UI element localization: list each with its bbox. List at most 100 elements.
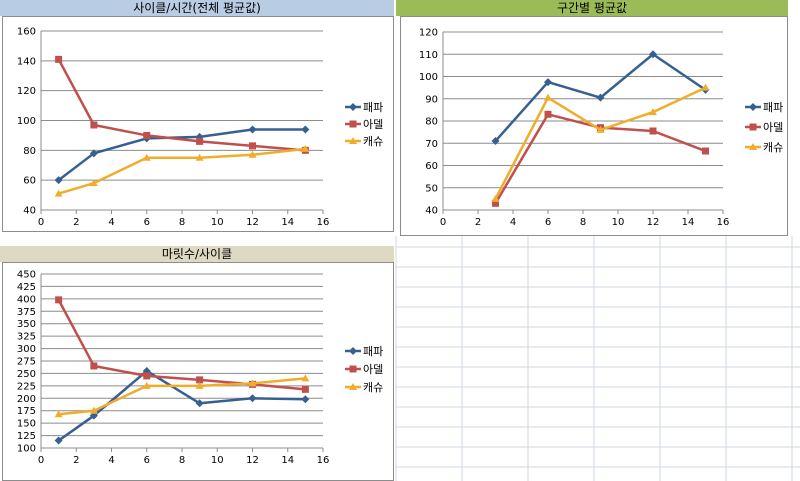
x-tick-label: 0: [38, 455, 44, 466]
data-point-1-3: [196, 376, 204, 384]
y-tick-label: 250: [17, 369, 36, 380]
x-tick-label: 6: [144, 217, 150, 228]
data-point-0-4: [248, 394, 257, 403]
x-tick-label: 14: [281, 455, 294, 466]
legend-marker-1: [349, 120, 357, 128]
legend-label-2: 캐슈: [363, 381, 383, 394]
data-point-1-0: [55, 55, 63, 63]
x-tick-label: 12: [246, 217, 259, 228]
data-point-1-1: [90, 121, 98, 129]
y-tick-label: 325: [17, 332, 36, 343]
chart1-header: 사이클/시간(전체 평균값): [0, 0, 394, 16]
x-tick-label: 14: [281, 217, 294, 228]
data-point-1-0: [492, 199, 499, 207]
y-tick-label: 375: [17, 307, 36, 318]
y-tick-label: 50: [425, 183, 438, 194]
x-tick-label: 10: [211, 455, 224, 466]
legend-marker-1: [749, 123, 757, 131]
legend-label-0: 패파: [363, 101, 383, 114]
y-tick-label: 80: [23, 146, 36, 157]
data-point-2-3: [195, 153, 204, 161]
data-point-2-1: [89, 406, 98, 414]
x-tick-label: 0: [38, 217, 44, 228]
data-point-0-2: [142, 366, 151, 375]
data-point-0-0: [54, 176, 63, 185]
y-tick-label: 225: [17, 381, 36, 392]
data-point-0-3: [649, 50, 657, 59]
y-tick-label: 100: [17, 444, 36, 455]
data-point-0-0: [54, 436, 63, 445]
y-tick-label: 40: [23, 206, 36, 217]
y-tick-label: 80: [425, 117, 438, 128]
legend-marker-0: [749, 103, 757, 111]
y-tick-label: 300: [17, 344, 36, 355]
y-tick-label: 350: [17, 319, 36, 330]
data-point-1-0: [55, 296, 63, 304]
x-tick-label: 2: [73, 217, 79, 228]
data-point-0-4: [248, 125, 257, 134]
legend-label-2: 캐슈: [763, 141, 783, 154]
chart3-panel[interactable]: 100 125 150 175 200 225 250 275 300 325 350 375 400 4…: [2, 262, 394, 481]
series-line-2: [58, 377, 306, 416]
data-point-2-1: [89, 179, 98, 187]
y-tick-label: 40: [425, 206, 438, 217]
data-point-1-2: [143, 131, 151, 139]
data-point-2-5: [301, 144, 310, 152]
x-tick-label: 0: [440, 217, 446, 228]
y-tick-label: 150: [17, 419, 36, 430]
series-line-2: [58, 147, 306, 195]
y-tick-label: 120: [17, 86, 36, 97]
x-tick-label: 10: [612, 217, 625, 228]
y-tick-label: 70: [425, 139, 438, 150]
chart2-header: 구간별 평균값: [396, 0, 788, 16]
y-tick-label: 125: [17, 431, 36, 442]
data-point-0-1: [544, 78, 552, 87]
y-tick-label: 100: [419, 72, 438, 83]
series-line-1: [57, 299, 306, 391]
data-point-2-2: [596, 125, 605, 133]
y-tick-label: 425: [17, 282, 36, 293]
x-tick-label: 12: [246, 455, 259, 466]
data-point-0-2: [596, 93, 605, 102]
x-tick-label: 4: [510, 217, 516, 228]
legend-marker-1: [349, 365, 357, 373]
data-point-2-0: [54, 410, 63, 418]
x-tick-label: 16: [717, 217, 730, 228]
chart2-panel[interactable]: 40 50 60 70 80 90 100 110 120 0 2 4 6 8 10 12 14 16 패파 아델 캐슈: [400, 16, 788, 236]
y-tick-label: 200: [17, 394, 36, 405]
x-tick-label: 12: [647, 217, 660, 228]
data-point-1-3: [196, 137, 204, 145]
data-point-2-2: [142, 381, 151, 389]
x-tick-label: 8: [179, 455, 185, 466]
data-point-0-3: [195, 399, 204, 408]
legend-label-1: 아델: [363, 118, 383, 131]
x-tick-label: 8: [580, 217, 586, 228]
legend-marker-2: [749, 143, 757, 150]
legend-label-0: 패파: [363, 345, 383, 358]
legend-label-1: 아델: [363, 363, 383, 376]
data-point-2-2: [142, 153, 151, 161]
x-tick-label: 4: [108, 217, 114, 228]
legend-label-0: 패파: [763, 101, 783, 114]
legend-marker-2: [349, 383, 357, 390]
legend-label-2: 캐슈: [363, 135, 383, 148]
data-point-2-5: [301, 374, 310, 382]
data-point-0-5: [301, 395, 310, 404]
data-point-0-5: [301, 125, 310, 134]
chart1-panel[interactable]: 40 60 80 100 120 140 160 0 2 4 6 8 10 12 14 16 패파 아델 캐슈: [2, 16, 394, 232]
y-tick-label: 450: [17, 270, 36, 281]
legend-label-1: 아델: [763, 121, 783, 134]
x-tick-label: 16: [317, 217, 330, 228]
data-point-0-0: [491, 137, 500, 146]
data-point-2-4: [248, 150, 257, 158]
x-tick-label: 14: [682, 217, 695, 228]
x-tick-label: 10: [211, 217, 224, 228]
data-point-0-1: [89, 149, 98, 158]
x-tick-label: 6: [545, 217, 551, 228]
y-tick-label: 400: [17, 294, 36, 305]
series-line-1: [57, 58, 306, 152]
y-tick-label: 60: [425, 161, 438, 172]
data-point-2-4: [248, 379, 257, 387]
